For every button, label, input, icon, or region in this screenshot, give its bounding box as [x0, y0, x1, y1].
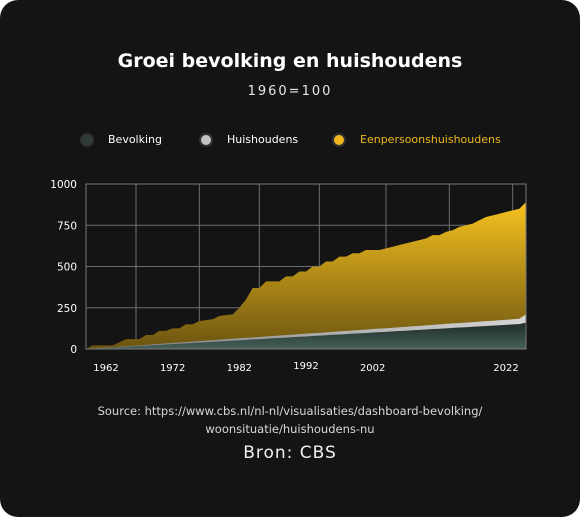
legend-label-bevolking: Bevolking — [108, 133, 162, 146]
legend-label-eenpersoonshuishoudens: Eenpersoonshuishoudens — [360, 133, 501, 146]
y-tick-label-1: 250 — [57, 303, 77, 315]
area-bevolking — [86, 322, 526, 349]
x-tick-label-2: 1982 — [227, 363, 252, 374]
legend-swatch-bevolking — [82, 134, 92, 145]
y-tick-label-4: 1000 — [50, 179, 77, 191]
bron-label: Bron: CBS — [243, 443, 337, 463]
legend-swatch-huishoudens — [201, 134, 211, 145]
source-line-1: Source: https://www.cbs.nl/nl-nl/visuali… — [97, 404, 483, 418]
y-tick-label-3: 750 — [57, 220, 77, 232]
area-eenpersoonshuishoudens — [86, 202, 526, 349]
chart-subtitle: 1960=100 — [247, 84, 333, 99]
y-tick-label-0: 0 — [70, 344, 77, 356]
source-line-2: woonsituatie/huishoudens-nu — [205, 422, 375, 436]
legend-item-bevolking[interactable]: Bevolking — [82, 133, 162, 146]
x-tick-label-5: 2022 — [493, 363, 518, 374]
y-tick-label-2: 500 — [57, 262, 77, 274]
source-note: Source: https://www.cbs.nl/nl-nl/visuali… — [0, 402, 580, 438]
plot-frame — [85, 183, 527, 350]
x-tick-label-4: 2002 — [360, 363, 385, 374]
area-chart: 0 250 500 750 1000 1962 1972 1982 1992 2002 2022 — [50, 179, 527, 374]
x-tick-label-3: 1992 — [293, 361, 318, 372]
legend-item-huishoudens[interactable]: Huishoudens — [201, 133, 298, 146]
legend-label-huishoudens: Huishoudens — [227, 133, 299, 146]
x-tick-label-1: 1972 — [160, 363, 185, 374]
x-tick-label-0: 1962 — [93, 363, 118, 374]
legend-swatch-eenpersoonshuishoudens — [334, 134, 344, 145]
legend-item-eenpersoonshuishoudens[interactable]: Eenpersoonshuishoudens — [334, 133, 501, 146]
legend: Bevolking Huishoudens Eenpersoonshuishou… — [0, 133, 580, 151]
chart-title: Groei bevolking en huishoudens — [117, 50, 463, 72]
